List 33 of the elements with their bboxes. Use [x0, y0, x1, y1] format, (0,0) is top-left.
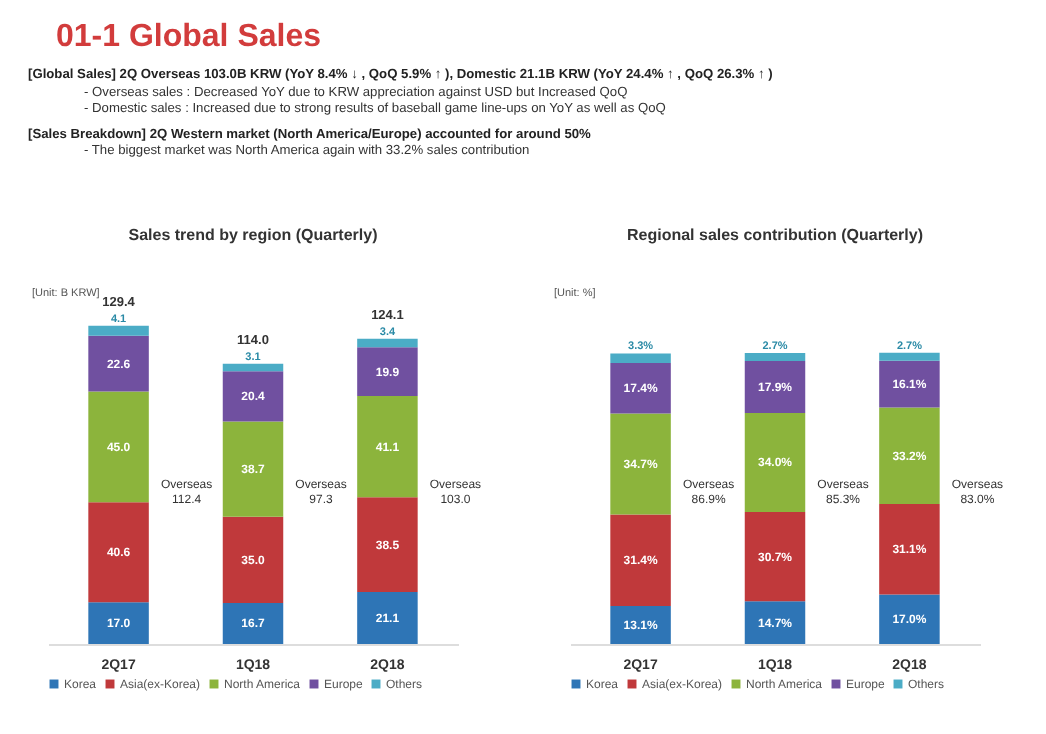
bar — [88, 335, 149, 392]
bar — [222, 602, 284, 644]
bar — [222, 421, 284, 517]
bar — [357, 497, 418, 593]
bar — [744, 413, 806, 512]
bar — [879, 504, 940, 595]
bar — [610, 413, 671, 515]
chart-title: Sales trend by region (Quarterly) — [128, 226, 379, 244]
bar — [744, 601, 806, 644]
bar — [879, 360, 940, 408]
bar — [357, 338, 418, 348]
chart-title: Regional sales contribution (Quarterly) — [626, 226, 924, 244]
bar — [879, 352, 940, 361]
bar — [88, 391, 149, 503]
bar — [879, 594, 940, 644]
bar — [222, 516, 284, 603]
bar — [88, 602, 149, 644]
bar — [610, 353, 671, 363]
bar — [357, 592, 418, 644]
bar — [610, 362, 671, 414]
text: 01-1 Global Sales — [56, 20, 324, 56]
bar — [744, 353, 806, 361]
bar — [222, 363, 284, 372]
bar — [610, 605, 671, 644]
bar — [88, 325, 149, 336]
bar — [357, 396, 418, 498]
bar — [744, 511, 806, 602]
bar — [88, 502, 149, 603]
bar — [610, 514, 671, 606]
bar — [357, 347, 418, 397]
bar — [744, 360, 806, 414]
bar — [222, 371, 284, 422]
bar — [879, 407, 940, 505]
